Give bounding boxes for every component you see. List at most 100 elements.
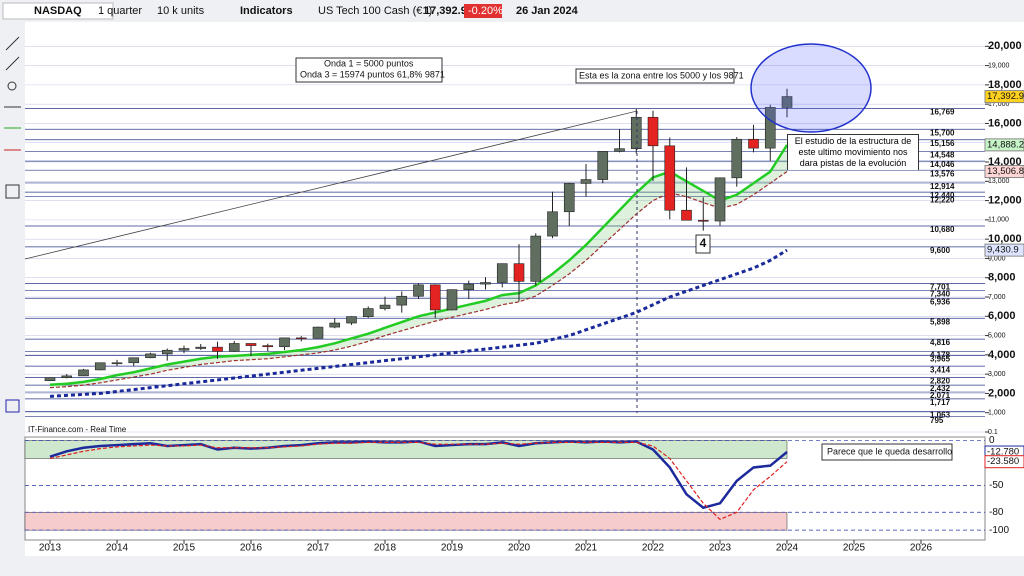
y-tick-label: 2,000	[988, 387, 1016, 399]
y-tick-label: 18,000	[988, 79, 1022, 91]
candle-body	[664, 145, 676, 211]
candle-body	[245, 343, 257, 346]
candle-body	[697, 219, 709, 222]
osc-zone	[24, 511, 788, 531]
note-box	[821, 443, 953, 461]
candle-body	[128, 357, 140, 364]
level-label: 795	[930, 416, 944, 425]
level-label: 14,548	[930, 151, 955, 160]
symbol[interactable]: NASDAQ	[34, 5, 82, 17]
change: -0.20%	[468, 5, 503, 17]
candle-body	[513, 263, 525, 282]
candle-body	[764, 107, 776, 149]
level-label: 14,046	[930, 160, 955, 169]
indicator-line	[49, 171, 788, 389]
level-label: 1,717	[930, 398, 951, 407]
candle-body	[362, 308, 374, 317]
candle-body	[547, 211, 558, 237]
instrument: US Tech 100 Cash (€1)	[318, 5, 432, 17]
price-tag	[984, 243, 1024, 257]
level-label: 3,414	[930, 365, 951, 374]
x-tick-label: 2016	[240, 543, 263, 554]
candle-body	[480, 282, 491, 285]
symbol-box[interactable]	[2, 2, 114, 20]
osc-tag-label: -12.780	[987, 447, 1019, 458]
y-tick-label: 3,000	[988, 371, 1006, 378]
candle-body	[195, 346, 207, 349]
osc-tick-label: -80	[989, 507, 1004, 518]
note-box	[575, 68, 735, 84]
candle-body	[614, 148, 625, 152]
level-label: 4,816	[930, 338, 951, 347]
wave-label: 4	[700, 236, 707, 250]
candle-body	[312, 326, 324, 339]
x-tick-label: 2017	[307, 543, 330, 554]
units[interactable]: 10 k units	[157, 5, 205, 17]
trend-line	[24, 110, 638, 260]
candle-body	[463, 283, 475, 290]
y-tick-label: 6,000	[988, 310, 1016, 322]
candle-body	[580, 179, 592, 184]
candle-body	[295, 337, 307, 340]
level-label: 3,965	[930, 355, 951, 364]
indicators[interactable]: Indicators	[240, 5, 293, 17]
price-tag-label: 17,392.9	[987, 91, 1024, 102]
candle-body	[681, 209, 692, 221]
osc-tick-label: 0	[989, 435, 995, 446]
price-tag-label: 13,506.8	[987, 166, 1024, 177]
candle-body	[748, 138, 759, 149]
source: IT-Finance.com - Real Time	[28, 425, 127, 434]
candle-body	[228, 343, 240, 352]
osc-tag	[984, 455, 1024, 469]
y-tick-label: 9,000	[988, 255, 1006, 262]
zone-ellipse	[750, 43, 872, 133]
price-tag-label: 14,888.2	[987, 139, 1024, 150]
y-tick-label: 12,000	[988, 194, 1022, 206]
candle-body	[329, 322, 341, 328]
level-label: 5,898	[930, 317, 951, 326]
candle-body	[379, 304, 391, 309]
price-tag	[984, 165, 1024, 179]
level-label: 12,220	[930, 195, 955, 204]
y-tick-label: 7,000	[988, 294, 1006, 301]
note-box	[295, 57, 443, 83]
level-label: 7,340	[930, 290, 951, 299]
candle-body	[78, 369, 89, 377]
candle-body	[597, 151, 609, 180]
price-panel	[25, 22, 985, 432]
period[interactable]: 1 quarter	[98, 5, 142, 17]
wave-label-box	[695, 234, 711, 254]
note-study-box: El estudio de la estructura de este ulti…	[787, 134, 919, 170]
x-tick-label: 2026	[910, 543, 933, 554]
y-tick-label: 16,000	[988, 117, 1022, 129]
x-tick-label: 2024	[776, 543, 799, 554]
candle-body	[496, 263, 508, 283]
indicator-line	[49, 248, 788, 398]
x-tick-label: 2021	[575, 543, 598, 554]
candle-body	[346, 316, 357, 324]
y-tick-label: 17,000	[988, 101, 1010, 108]
x-tick-label: 2020	[508, 543, 531, 554]
y-tick-label: 5,000	[988, 332, 1006, 339]
level-label: 2,071	[930, 391, 951, 400]
candle-body	[563, 183, 575, 213]
y-tick-label: 20,000	[988, 40, 1022, 52]
candle-body	[61, 375, 73, 378]
note-zone: Esta es la zona entre los 5000 y los 987…	[579, 70, 744, 80]
candle-body	[714, 177, 726, 222]
candle-body	[111, 362, 123, 365]
level-label: 2,820	[930, 377, 951, 386]
osc-tick-label: -100	[989, 525, 1009, 536]
note-wave3: Onda 3 = 15974 puntos 61,8% 9871	[300, 69, 445, 79]
candle-body	[647, 116, 659, 147]
level-label: 4,178	[930, 351, 951, 360]
left-toolbar	[0, 22, 25, 556]
level-label: 6,936	[930, 297, 951, 306]
x-tick-label: 2025	[843, 543, 866, 554]
candle-body	[781, 96, 793, 108]
x-tick-label: 2019	[441, 543, 464, 554]
y-tick-label: 10,000	[988, 233, 1022, 245]
candle-body	[731, 138, 743, 179]
level-label: 15,156	[930, 139, 955, 148]
